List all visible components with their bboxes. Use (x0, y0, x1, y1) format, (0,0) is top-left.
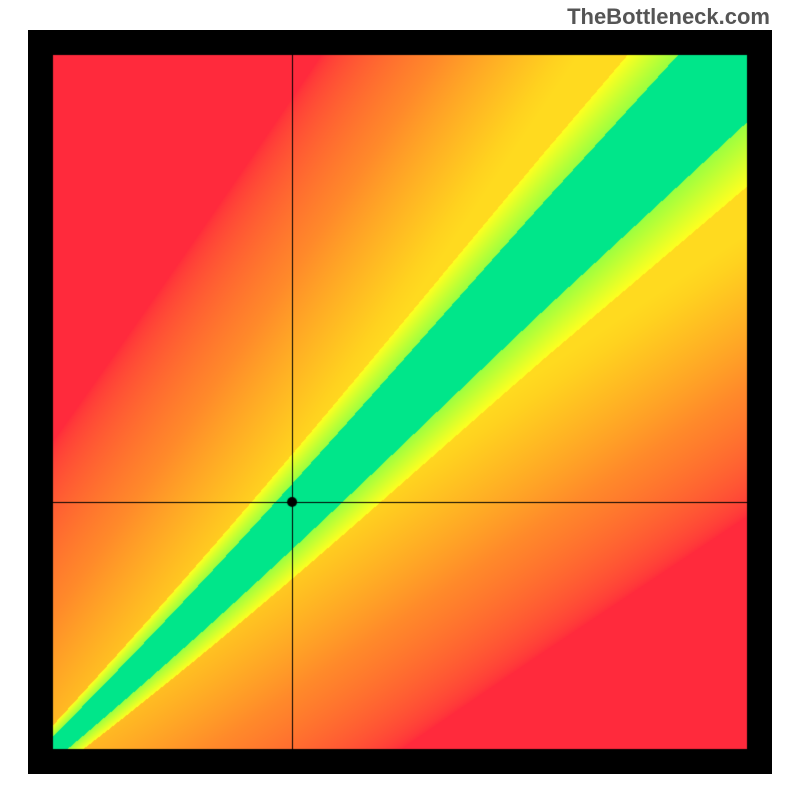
watermark-text: TheBottleneck.com (567, 4, 770, 30)
root-container: TheBottleneck.com (0, 0, 800, 800)
plot-frame (28, 30, 772, 774)
heatmap-canvas (28, 30, 772, 774)
